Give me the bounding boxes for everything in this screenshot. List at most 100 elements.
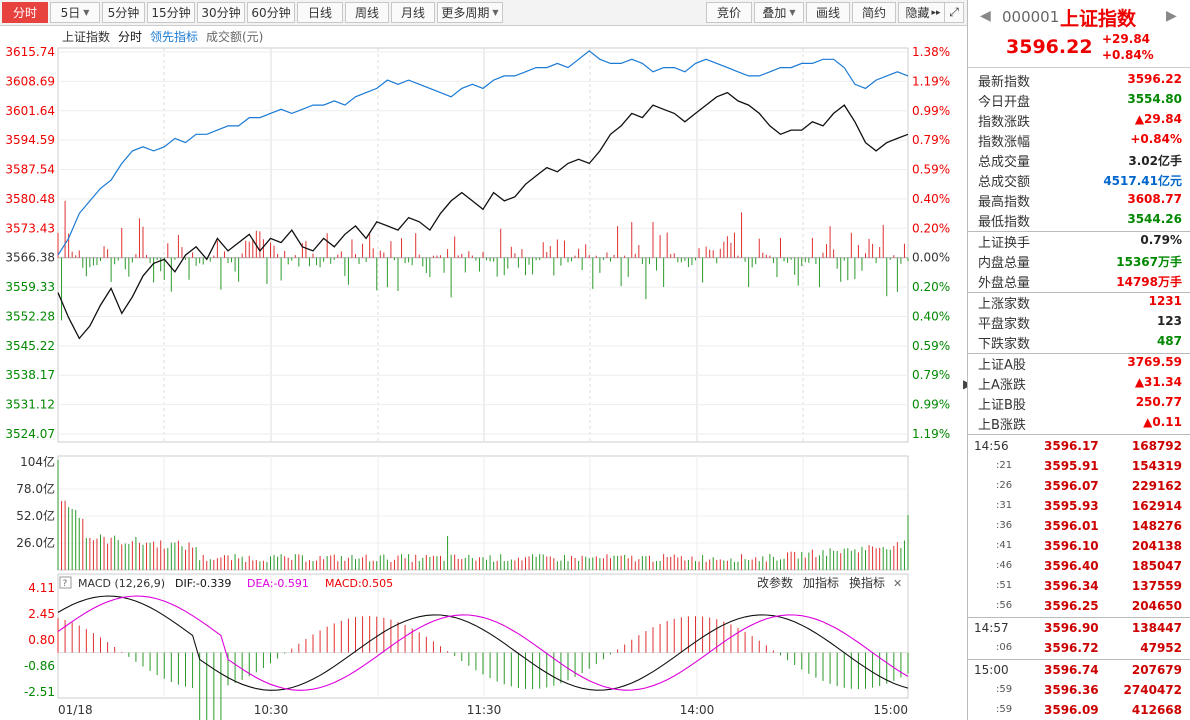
trade-time: :26 xyxy=(996,480,1013,491)
chevron-down-icon: ▼ xyxy=(789,8,796,17)
stat-value: 3608.77 xyxy=(1127,192,1182,206)
stats-summary-row: 最新指数 3596.22 xyxy=(968,70,1190,90)
intraday-chart[interactable]: 3615.74 3608.69 3601.64 3594.59 3587.54 3580.… xyxy=(0,26,967,720)
stat-label: 上A涨跌 xyxy=(978,378,1026,393)
trade-volume: 154319 xyxy=(1131,459,1182,473)
tool-button-label: 简约 xyxy=(861,6,886,20)
legend-leading: 领先指标 xyxy=(150,29,198,44)
trade-volume: 204138 xyxy=(1131,539,1182,553)
macd-button-1[interactable]: 加指标 xyxy=(803,575,839,590)
trade-row: :31 3595.93 162914 xyxy=(968,496,1190,516)
trade-time: 15:00 xyxy=(974,663,1009,677)
time-tick-label: 10:30 xyxy=(254,703,289,717)
trade-row: 15:00 3596.74 207679 xyxy=(968,660,1190,680)
stat-value: 250.77 xyxy=(1135,395,1182,409)
trade-row: 14:57 3596.90 138447 xyxy=(968,618,1190,638)
trade-time: :56 xyxy=(996,600,1013,611)
expand-icon[interactable]: ⤢ xyxy=(944,2,964,23)
divider xyxy=(968,231,1190,232)
divider xyxy=(968,659,1190,660)
divider xyxy=(968,617,1190,618)
legend-mode: 分时 xyxy=(118,30,142,44)
prev-stock-icon[interactable]: ◀ xyxy=(980,8,991,24)
price-tick-label: 3552.28 xyxy=(5,309,55,323)
trade-volume: 185047 xyxy=(1131,559,1182,573)
volume-tick-label: 26.0亿 xyxy=(16,535,55,550)
dea-line xyxy=(57,595,909,691)
stat-value: ▲29.84 xyxy=(1134,112,1182,126)
period-tab-label: 分时 xyxy=(12,6,37,20)
macd-tick-label: -2.51 xyxy=(24,685,55,699)
period-tab-1[interactable]: 5日 ▼ xyxy=(50,2,100,23)
stat-label: 上涨家数 xyxy=(978,297,1031,312)
tool-button-2[interactable]: 画线 xyxy=(806,2,850,23)
period-tab-label: 日线 xyxy=(307,6,332,20)
chevron-down-icon: ▼ xyxy=(83,8,90,17)
tool-button-3[interactable]: 简约 xyxy=(852,2,896,23)
tool-button-4[interactable]: 隐藏 ▸▸ xyxy=(898,2,948,23)
stat-label: 平盘家数 xyxy=(978,317,1031,332)
trade-row: :06 3596.72 47952 xyxy=(968,638,1190,658)
period-tab-3[interactable]: 15分钟 xyxy=(147,2,195,23)
stats-breadth-row: 下跌家数 487 xyxy=(968,332,1190,352)
quote-header: ◀ 000001 上证指数 ▶ 3596.22 +29.84 +0.84% xyxy=(968,0,1190,68)
stat-label: 最高指数 xyxy=(978,195,1031,210)
period-tab-5[interactable]: 60分钟 xyxy=(247,2,295,23)
trade-time: :46 xyxy=(996,560,1013,571)
tool-button-0[interactable]: 竞价 xyxy=(706,2,752,23)
trade-row: :51 3596.34 137559 xyxy=(968,576,1190,596)
macd-dif: DIF:-0.339 xyxy=(175,577,231,590)
stat-value: 15367万手 xyxy=(1116,255,1182,269)
price-tick-label: 3566.38 xyxy=(5,251,55,265)
tool-button-1[interactable]: 叠加 ▼ xyxy=(754,2,804,23)
trade-volume: 138447 xyxy=(1131,621,1182,635)
macd-tick-label: 0.80 xyxy=(28,633,55,647)
pct-tick-label: 0.20% xyxy=(912,280,950,294)
pct-tick-label: 0.40% xyxy=(912,309,950,323)
price-tick-label: 3580.48 xyxy=(5,192,55,206)
pct-tick-label: 0.00% xyxy=(912,251,950,265)
macd-button-0[interactable]: 改参数 xyxy=(757,575,793,590)
trade-price: 3596.72 xyxy=(1044,641,1099,655)
collapse-sidebar-icon: ▶ xyxy=(963,377,967,391)
trade-price: 3596.01 xyxy=(1044,519,1099,533)
divider xyxy=(968,353,1190,354)
trade-price: 3596.34 xyxy=(1044,579,1099,593)
stock-name: 上证指数 xyxy=(1060,8,1137,30)
stat-label: 上B涨跌 xyxy=(978,418,1026,433)
stats-summary-row: 指数涨幅 +0.84% xyxy=(968,130,1190,150)
trade-row: :56 3596.25 204650 xyxy=(968,596,1190,616)
trade-time: :06 xyxy=(996,642,1013,653)
macd-dea: DEA:-0.591 xyxy=(247,577,309,590)
trade-time: :51 xyxy=(996,580,1013,591)
period-toolbar: 分时 5日 ▼ 5分钟 15分钟 30分钟 60分钟 日线 周线 月线 更多周期 ▼ 竞价 叠加 ▼ 画线 简约… xyxy=(0,0,967,26)
leading-indicator-line xyxy=(57,50,909,256)
trade-volume: 47952 xyxy=(1140,641,1182,655)
close-icon[interactable]: ✕ xyxy=(893,577,902,590)
period-tab-2[interactable]: 5分钟 xyxy=(102,2,145,23)
volume-tick-label: 104亿 xyxy=(20,454,55,469)
stats-summary-row: 最低指数 3544.26 xyxy=(968,210,1190,230)
period-tab-6[interactable]: 日线 xyxy=(297,2,343,23)
macd-button-2[interactable]: 换指标 xyxy=(849,575,885,590)
trade-time: 14:57 xyxy=(974,621,1009,635)
stat-value: +0.84% xyxy=(1130,132,1182,146)
period-tab-0[interactable]: 分时 xyxy=(2,2,48,23)
chevron-down-icon: ▼ xyxy=(492,8,499,17)
stock-code: 000001 xyxy=(1002,8,1060,26)
pct-tick-label: 1.38% xyxy=(912,45,950,59)
trade-row: :21 3595.91 154319 xyxy=(968,456,1190,476)
period-tab-label: 5日 xyxy=(60,6,81,20)
period-tab-9[interactable]: 更多周期 ▼ xyxy=(437,2,503,23)
next-stock-icon[interactable]: ▶ xyxy=(1166,8,1177,24)
period-tab-label: 5分钟 xyxy=(107,6,140,20)
divider xyxy=(968,292,1190,293)
period-tab-8[interactable]: 月线 xyxy=(391,2,435,23)
stats-breadth-row: 平盘家数 123 xyxy=(968,312,1190,332)
stats-summary-row: 指数涨跌 ▲29.84 xyxy=(968,110,1190,130)
period-tab-7[interactable]: 周线 xyxy=(345,2,389,23)
period-tab-label: 月线 xyxy=(400,6,425,20)
stat-value: 3769.59 xyxy=(1127,355,1182,369)
pct-tick-label: 0.40% xyxy=(912,192,950,206)
period-tab-4[interactable]: 30分钟 xyxy=(197,2,245,23)
